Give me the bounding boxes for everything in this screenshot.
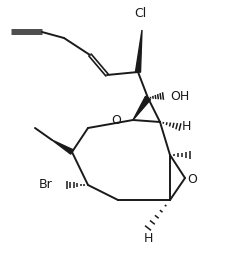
Polygon shape [52, 140, 73, 154]
Text: OH: OH [169, 90, 188, 102]
Polygon shape [135, 30, 141, 72]
Text: Br: Br [39, 179, 53, 191]
Text: O: O [186, 173, 196, 187]
Text: H: H [143, 232, 152, 245]
Text: O: O [111, 115, 120, 127]
Text: Cl: Cl [133, 7, 145, 20]
Text: H: H [181, 120, 191, 133]
Polygon shape [132, 96, 150, 120]
